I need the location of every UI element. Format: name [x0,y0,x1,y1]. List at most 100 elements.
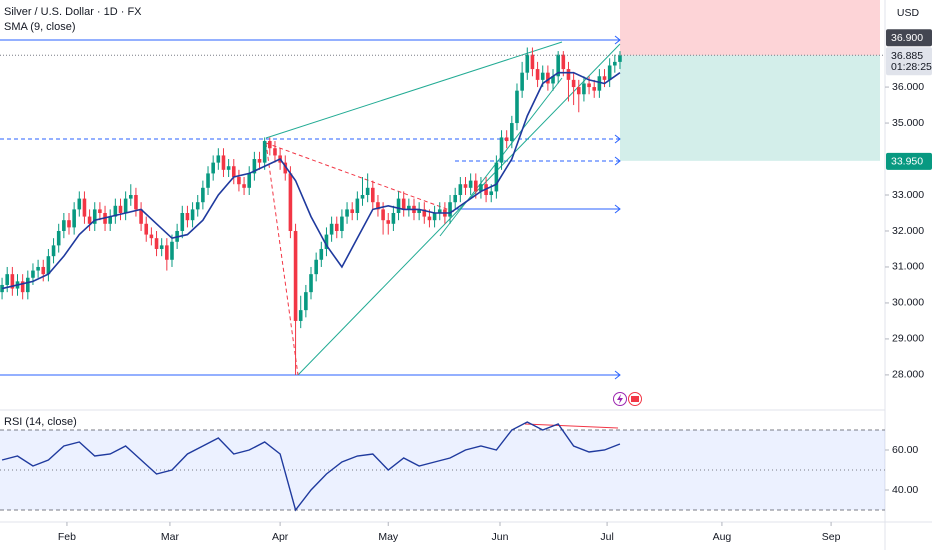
candle-body [463,184,468,188]
x-tick-label: Apr [272,531,289,543]
candle-body [525,54,530,73]
candle-body [288,173,293,231]
candle-body [504,137,509,142]
candle-body [401,198,406,210]
candle-body [247,173,252,188]
x-tick-label: Feb [58,531,76,543]
candle-body [582,83,586,95]
candle-body [262,141,267,163]
candle-body [56,230,61,246]
candle-body [432,212,437,221]
candle-body [128,195,133,199]
legend-entry: SMA (9, close) [4,21,76,33]
candle-body [618,55,622,62]
arrow-head [614,156,621,166]
candle-body [123,198,128,213]
candle-body [381,209,385,221]
candle-body [159,245,164,249]
x-tick-label: Sep [822,531,841,543]
x-tick-label: Aug [713,531,732,543]
sma-line [1,71,621,290]
candle-body [98,209,102,213]
candle-body [556,54,560,77]
candle-body [540,72,545,80]
candle-body [72,209,76,228]
price-label-box [886,47,932,76]
candle-body [422,209,427,217]
rsi-divergence [524,423,619,429]
candle-body [376,202,380,210]
candle-body [365,187,370,196]
price-label: 36.885 [891,50,923,62]
y-tick-label: 40.00 [892,484,918,496]
candle-body [273,148,277,156]
candle-body [329,223,334,235]
currency: USD [897,7,920,19]
trend-line-dashed [265,142,456,213]
stop-zone [620,0,880,56]
candle-body [31,270,35,278]
candle-body [453,195,457,203]
candle-body [226,166,231,170]
arrow-head [614,35,621,45]
candle-body [185,212,190,221]
candle-body [602,76,607,80]
candle-body [576,87,581,95]
trend-line [297,43,621,376]
candle-body [77,198,82,210]
candle-body [46,256,51,275]
candle-body [237,177,241,185]
candle-body [139,209,143,224]
candle-body [108,216,112,224]
candle-body [211,162,215,174]
candle-body [149,234,154,239]
flag-mark [631,396,639,402]
y-tick-label: 29.000 [892,333,924,345]
arrow-head [614,204,621,214]
candle-body [41,266,46,275]
candle-body [314,259,318,275]
candle-body [334,223,339,231]
candle-body [298,310,303,321]
candle-body [561,54,566,70]
candle-body [607,65,612,80]
candle-body [206,173,210,188]
target-zone [620,55,880,161]
candle-body [546,72,550,84]
x-tick-label: Jul [600,531,613,543]
candle-body [5,274,10,285]
candle-body [165,245,169,260]
y-tick-label: 36.000 [892,81,924,93]
x-tick-label: Jun [492,531,509,543]
candle-body [36,266,40,271]
y-tick-label: 60.00 [892,444,918,456]
candle-body [304,292,308,311]
y-tick-label: 31.000 [892,261,924,273]
candle-body [67,220,71,228]
candle-body [613,61,617,66]
candle-body [118,205,123,213]
candle-body [87,216,92,224]
candle-body [170,241,174,260]
candle-body [144,223,149,235]
candle-body [597,76,602,91]
candle-body [473,180,478,192]
candle-body [355,198,360,213]
candle-body [82,198,87,217]
arrow-head [614,370,621,380]
countdown: 01:28:25 [891,61,932,73]
candle-body [407,205,411,210]
candle-body [201,187,205,203]
candle-body [154,238,159,249]
candle-body [520,72,524,91]
candle-body [515,90,519,124]
candle-body [391,212,396,224]
candle-body [371,187,375,203]
y-tick-label: 32.000 [892,225,924,237]
candle-body [448,202,452,217]
candle-body [0,284,4,293]
candle-body [324,234,329,249]
lightning-icon [617,394,623,404]
